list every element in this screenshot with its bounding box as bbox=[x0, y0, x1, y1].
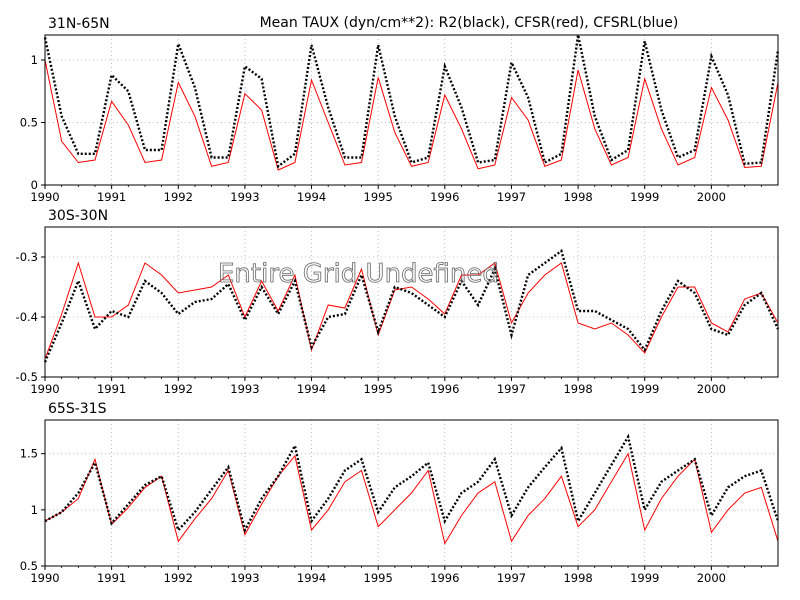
y-tick-label: -0.4 bbox=[16, 310, 38, 324]
panel-title: 65S-31S bbox=[48, 401, 107, 417]
x-tick-label: 1994 bbox=[297, 190, 326, 204]
x-tick-label: 1992 bbox=[164, 382, 193, 396]
x-tick-label: 1997 bbox=[497, 571, 526, 585]
y-tick-label: 1.5 bbox=[20, 447, 38, 461]
x-tick-label: 2000 bbox=[697, 190, 726, 204]
x-tick-label: 1996 bbox=[430, 382, 459, 396]
undefined-grid-watermark: Entire Grid Undefined bbox=[218, 259, 499, 289]
x-tick-label: 1999 bbox=[630, 382, 659, 396]
x-tick-label: 1990 bbox=[30, 190, 59, 204]
panel-31n-65n: 31N-65N 1990 1991 1992 1993 1994 1995 1996 1997… bbox=[20, 16, 780, 204]
y-tick-label: 1 bbox=[31, 503, 38, 517]
x-tick-label: 1998 bbox=[563, 190, 592, 204]
series-line-cfsr bbox=[44, 261, 779, 360]
y-tick-label: 1 bbox=[31, 53, 38, 67]
x-tick-label: 1993 bbox=[230, 382, 259, 396]
x-tick-label: 1999 bbox=[630, 571, 659, 585]
x-tick-label: 1992 bbox=[164, 190, 193, 204]
x-tick-label: 1999 bbox=[630, 190, 659, 204]
x-tick-label: 1995 bbox=[364, 571, 393, 585]
plot-frame bbox=[44, 34, 779, 186]
series-line-r2 bbox=[43, 34, 780, 169]
series-line-r2 bbox=[44, 433, 780, 534]
x-tick-label: 1993 bbox=[230, 571, 259, 585]
x-tick-label: 1991 bbox=[97, 571, 126, 585]
x-tick-label: 1993 bbox=[230, 190, 259, 204]
x-tick-label: 1997 bbox=[497, 382, 526, 396]
panel-title: 31N-65N bbox=[48, 16, 110, 32]
series-line-r2 bbox=[43, 249, 780, 363]
x-tick-label: 1991 bbox=[97, 382, 126, 396]
x-tick-label: 1996 bbox=[430, 190, 459, 204]
x-tick-label: 2000 bbox=[697, 571, 726, 585]
plot-frame bbox=[44, 226, 779, 378]
panel-65s-31s: 65S-31S 1990 1991 1992 1993 1994 1995 1996 1997… bbox=[20, 401, 780, 585]
x-tick-label: 1994 bbox=[297, 382, 326, 396]
x-tick-label: 1992 bbox=[164, 571, 193, 585]
panel-title: 30S-30N bbox=[48, 208, 108, 224]
x-tick-label: 1995 bbox=[364, 382, 393, 396]
x-tick-label: 1994 bbox=[297, 571, 326, 585]
y-tick-label: 0.5 bbox=[20, 559, 38, 573]
x-tick-label: 1995 bbox=[364, 190, 393, 204]
x-tick-label: 1991 bbox=[97, 190, 126, 204]
x-tick-label: 1998 bbox=[563, 571, 592, 585]
x-tick-label: 1996 bbox=[430, 571, 459, 585]
y-tick-label: -0.3 bbox=[16, 250, 38, 264]
series-line-cfsr bbox=[44, 452, 779, 545]
x-tick-label: 1998 bbox=[563, 382, 592, 396]
x-tick-label: 1990 bbox=[30, 382, 59, 396]
series-line-cfsr bbox=[44, 59, 779, 171]
figure-title: Mean TAUX (dyn/cm**2): R2(black), CFSR(r… bbox=[260, 15, 679, 31]
y-tick-label: 0 bbox=[31, 178, 38, 192]
panel-30s-30n: 30S-30N 1990 1991 1992 1993 1994 1995 1996 1997… bbox=[16, 208, 780, 396]
x-tick-label: 1990 bbox=[30, 571, 59, 585]
x-tick-label: 1997 bbox=[497, 190, 526, 204]
y-tick-label: -0.5 bbox=[16, 370, 38, 384]
y-tick-label: 0.5 bbox=[20, 116, 38, 130]
x-tick-label: 2000 bbox=[697, 382, 726, 396]
